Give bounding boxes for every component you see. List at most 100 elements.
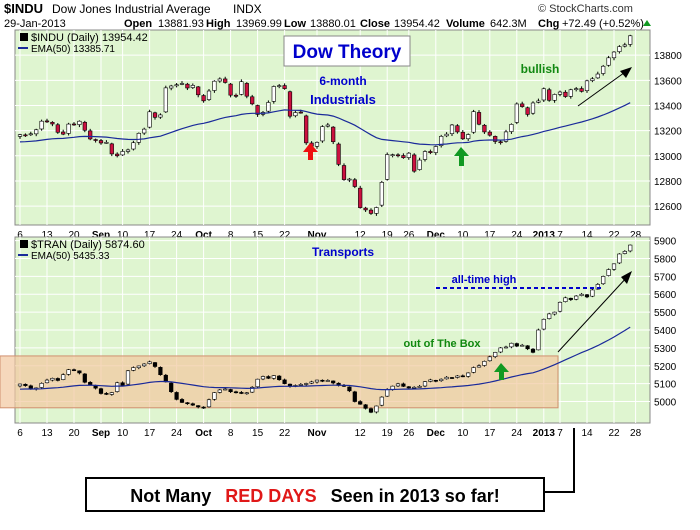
candle-body [77,120,82,125]
candle-body [325,380,330,382]
y-tick-label: 13600 [654,76,682,87]
candle-body [482,124,487,133]
candle-legend-icon [20,33,28,41]
low-label: Low [284,18,306,30]
candle-body [28,133,33,136]
x-tick-label: 20 [68,428,80,439]
green-arrow-icon [454,147,469,166]
candle-body [66,123,71,134]
candle-body [439,136,444,146]
chg-value: +72.49 (+0.52%) [562,18,644,30]
candle-body [66,369,71,375]
header-symbol: $INDU [4,1,43,16]
candle-body [336,143,341,165]
candle-body [417,159,422,170]
candle-body [120,151,125,156]
candle-body [61,131,66,135]
candle-body [223,78,228,83]
candle-body [44,120,50,123]
industrials-note-line2: Industrials [310,92,376,107]
candle-body [552,94,557,101]
candle-body [525,107,530,115]
transports-x-axis: 6 13 20 Sep 10 17 24 Oct 8 15 22 Nov 12 19 26 Dec 10 17 24… [17,428,641,439]
x-tick-label: 17 [484,428,496,439]
candle-body [277,85,282,87]
x-tick-label: 15 [252,428,264,439]
candle-body [179,399,185,403]
candle-body [260,376,266,380]
y-tick-label: 13000 [654,152,682,163]
candle-body [412,154,417,172]
candle-body [574,88,579,90]
close-value: 13954.42 [394,18,440,30]
candle-body [325,124,330,127]
y-tick-label: 5000 [654,398,677,409]
candle-body [590,78,595,81]
candle-body [628,35,633,45]
x-tick-label: 20 [68,230,80,241]
candle-body [39,120,44,130]
candle-body [584,294,590,298]
candle-body [250,386,255,393]
candle-body [622,251,627,254]
candle-body [282,379,287,384]
candle-body [228,83,233,96]
industrials-symbol-label: $INDU (Daily) 13954.42 [31,32,148,44]
candle-body [417,386,422,388]
candle-body [390,154,395,156]
candle-body [320,126,325,142]
candle-body [466,372,471,377]
candle-body [536,329,541,351]
candle-body [125,149,131,152]
candle-body [142,128,147,134]
candle-body [304,383,309,385]
x-tick-label: Sep [92,230,110,241]
candle-body [347,386,352,392]
candle-body [352,391,357,402]
candle-body [547,89,552,101]
candle-body [212,80,217,91]
x-tick-label: 13 [41,428,53,439]
candle-body [17,134,23,137]
candle-body [104,393,109,395]
candle-body [368,209,374,214]
industrials-x-axis: 6 13 20 Sep 10 17 24 Oct 8 15 22 Nov 12 19 26 Dec 10 17 24… [17,230,641,241]
candle-body [552,311,557,315]
y-tick-label: 5100 [654,380,677,391]
bullish-label: bullish [521,62,560,76]
candle-body [174,392,179,400]
x-tick-label: 10 [117,428,129,439]
chg-label: Chg [538,18,559,30]
x-tick-label: 14 [581,230,593,241]
candle-body [142,363,147,367]
candle-body [282,85,287,89]
x-tick-label: 17 [144,428,156,439]
candle-body [17,383,23,387]
candle-body [152,362,158,367]
x-tick-label: 10 [117,230,129,241]
transports-label: Transports [312,245,374,259]
x-tick-label: Sep [92,428,110,439]
candle-body [266,376,271,379]
candle-body [444,376,449,380]
y-tick-label: 5500 [654,308,677,319]
x-tick-label: 22 [608,230,620,241]
candle-body [190,85,195,88]
x-tick-label: 14 [581,428,593,439]
transports-ema-line [19,326,631,391]
candle-body [455,125,460,133]
x-tick-label: 17 [484,230,496,241]
callout-line [545,428,575,493]
title-box [283,35,411,67]
candle-body [379,182,384,206]
candle-body [88,130,93,140]
y-tick-label: 5600 [654,290,677,301]
candle-body [233,94,239,97]
transports-ema-label: EMA(50) 5435.33 [31,251,110,262]
candle-body [601,276,606,285]
candle-body [217,389,222,393]
candle-body [115,153,120,157]
candle-body [379,396,384,406]
x-tick-label: 13 [41,230,53,241]
candle-body [498,347,503,353]
